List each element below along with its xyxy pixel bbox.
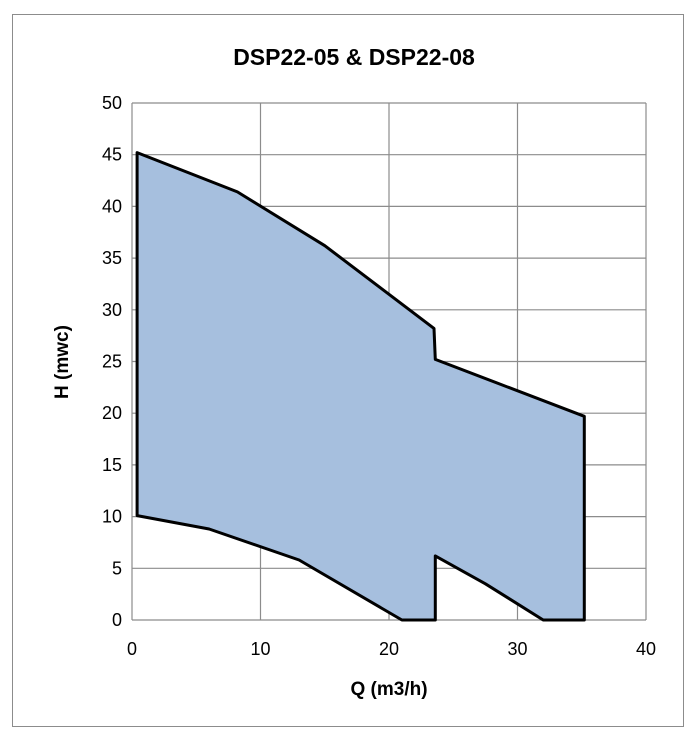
y-tick-label: 45: [102, 145, 122, 165]
y-tick-label: 5: [112, 558, 122, 578]
y-tick-label: 35: [102, 248, 122, 268]
y-tick-label: 0: [112, 610, 122, 630]
x-axis-label: Q (m3/h): [350, 679, 427, 700]
x-axis-ticks: 0 10 20 30 40: [127, 639, 656, 659]
y-tick-label: 40: [102, 196, 122, 216]
x-tick-label: 0: [127, 639, 137, 659]
y-tick-label: 10: [102, 507, 122, 527]
y-axis-label: H (mwc): [52, 325, 73, 399]
y-tick-label: 20: [102, 403, 122, 423]
operating-range-area: [135, 151, 586, 622]
y-axis-ticks: 0 5 10 15 20 25 30 35 40 45 50: [102, 93, 122, 630]
x-tick-label: 10: [250, 639, 270, 659]
chart-title: DSP22-05 & DSP22-08: [233, 44, 475, 70]
x-tick-label: 30: [507, 639, 527, 659]
x-tick-label: 40: [636, 639, 656, 659]
y-tick-label: 30: [102, 300, 122, 320]
y-tick-label: 50: [102, 93, 122, 113]
y-tick-label: 15: [102, 455, 122, 475]
y-tick-label: 25: [102, 352, 122, 372]
x-tick-label: 20: [379, 639, 399, 659]
plot-area: [135, 151, 586, 622]
